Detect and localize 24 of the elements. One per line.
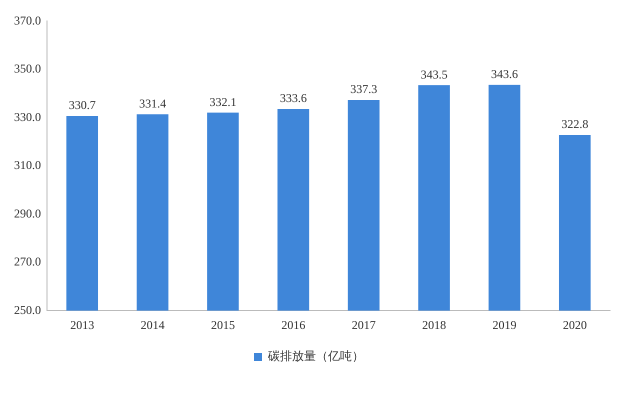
data-label: 331.4 (139, 96, 166, 110)
y-tick-label: 370.0 (14, 13, 41, 28)
y-tick-label: 270.0 (14, 254, 41, 269)
x-tick-label: 2018 (422, 318, 446, 332)
y-tick-label: 250.0 (14, 302, 41, 317)
data-label: 332.1 (209, 94, 236, 109)
x-tick-label: 2013 (70, 318, 94, 332)
y-tick-label: 350.0 (14, 62, 41, 76)
x-tick-label: 2017 (352, 318, 376, 332)
data-label: 333.6 (280, 91, 307, 106)
data-label: 343.5 (420, 67, 448, 82)
x-tick-label: 2020 (562, 318, 587, 332)
x-tick-label: 2014 (140, 318, 165, 332)
y-tick-label: 330.0 (14, 110, 41, 124)
x-tick-label: 2016 (281, 318, 306, 332)
data-label: 330.7 (68, 98, 96, 112)
x-tick-label: 2019 (492, 318, 516, 332)
y-tick-label: 290.0 (14, 206, 41, 220)
data-label: 322.8 (561, 117, 588, 132)
y-tick-label: 310.0 (14, 158, 41, 172)
data-label: 343.6 (490, 67, 518, 82)
legend-label: 碳排放量（亿吨） (267, 349, 364, 364)
data-label: 337.3 (350, 82, 378, 96)
x-tick-label: 2015 (210, 318, 235, 332)
